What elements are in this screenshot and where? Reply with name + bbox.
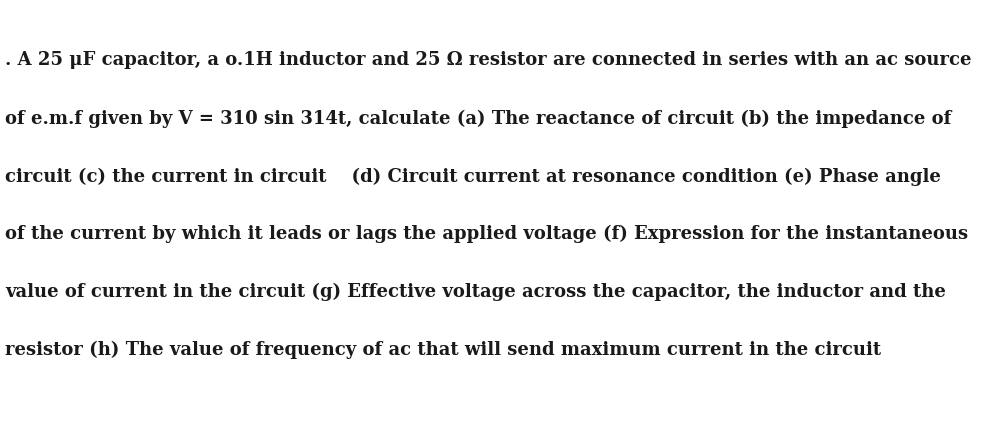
Text: circuit (c) the current in circuit    (d) Circuit current at resonance condition: circuit (c) the current in circuit (d) C… [5, 167, 940, 186]
Text: resistor (h) The value of frequency of ac that will send maximum current in the : resistor (h) The value of frequency of a… [5, 341, 881, 360]
Text: of e.m.f given by V = 310 sin 314t, calculate (a) The reactance of circuit (b) t: of e.m.f given by V = 310 sin 314t, calc… [5, 109, 951, 128]
Text: value of current in the circuit (g) Effective voltage across the capacitor, the : value of current in the circuit (g) Effe… [5, 283, 945, 302]
Text: of the current by which it leads or lags the applied voltage (f) Expression for : of the current by which it leads or lags… [5, 225, 968, 244]
Text: . A 25 μF capacitor, a o.1H inductor and 25 Ω resistor are connected in series w: . A 25 μF capacitor, a o.1H inductor and… [5, 51, 971, 69]
